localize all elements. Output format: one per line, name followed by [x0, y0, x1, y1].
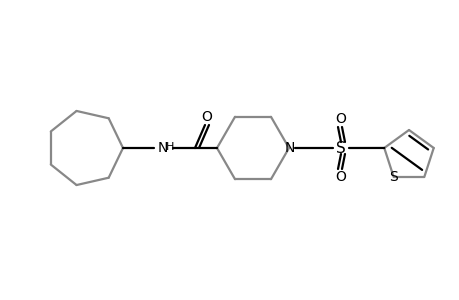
Text: O: O — [201, 110, 212, 124]
Text: S: S — [388, 170, 397, 184]
Text: N: N — [157, 141, 168, 155]
Text: H: H — [165, 142, 174, 152]
Text: O: O — [335, 112, 346, 126]
Text: N: N — [284, 141, 295, 155]
Text: S: S — [336, 140, 345, 155]
Text: O: O — [335, 170, 346, 184]
